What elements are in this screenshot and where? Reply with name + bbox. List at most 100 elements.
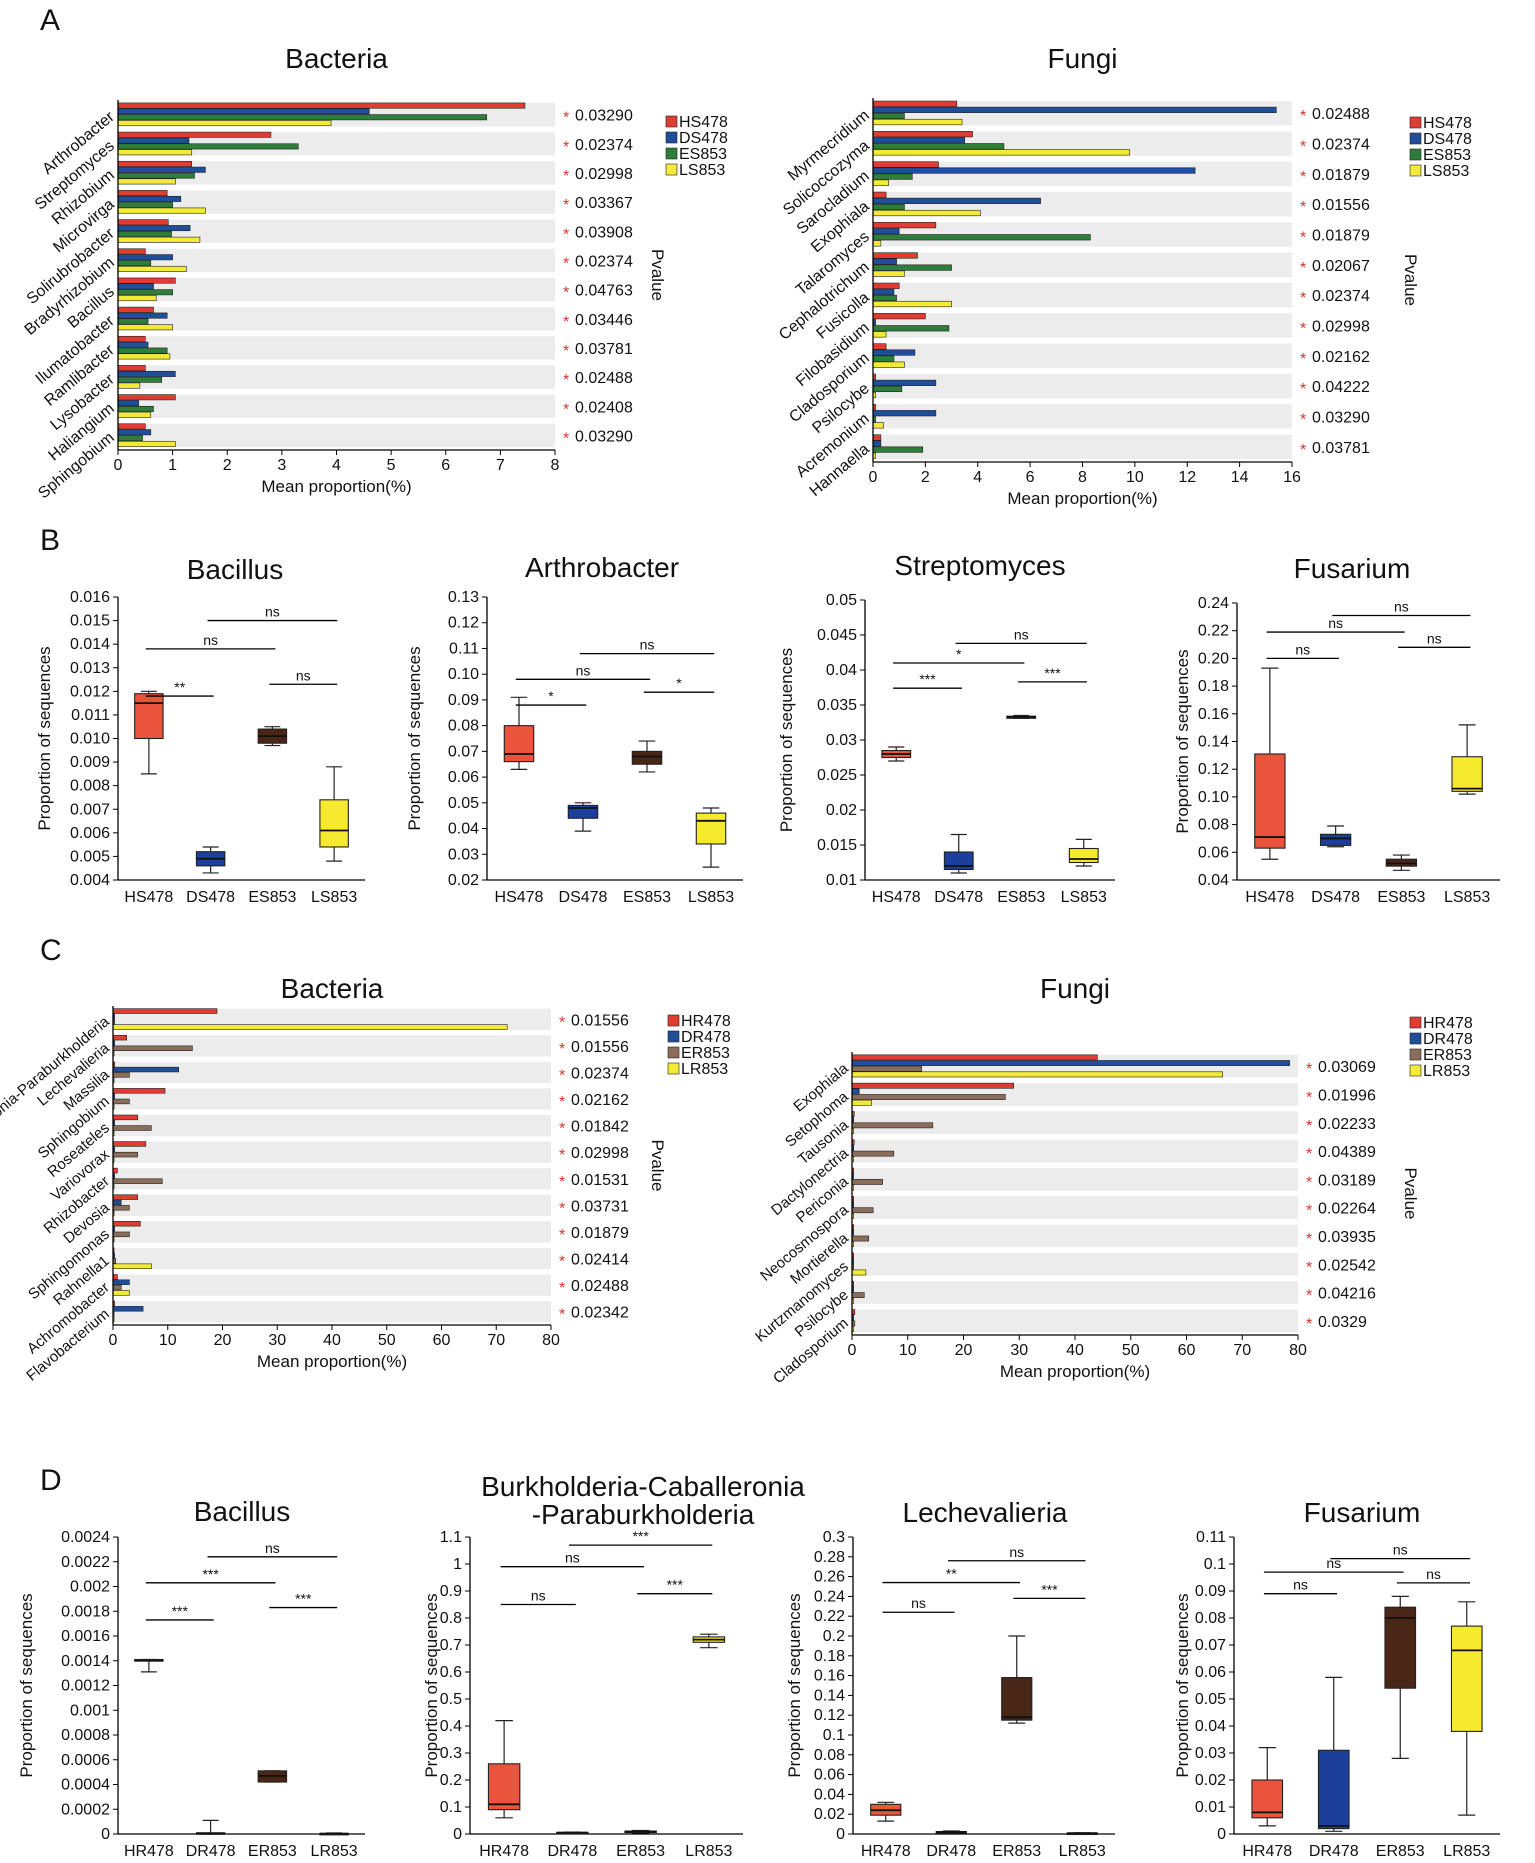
significance-label: ns [1427, 630, 1442, 646]
pvalue-label: 0.01556 [571, 1039, 629, 1056]
significance-label: *** [1041, 1581, 1058, 1597]
significance-star: * [1300, 260, 1306, 277]
D-bacillus-chart: Bacillus 0 0.0002 0.0004 0.0006 0.0008 0.001 0.… [17, 1496, 365, 1860]
y-tick-label: 0.06 [448, 769, 479, 786]
y-tick-label: 0.0022 [61, 1554, 110, 1571]
x-tick-label: 10 [899, 1342, 917, 1359]
bar-es853 [117, 172, 195, 179]
bar-ls853 [117, 120, 332, 127]
row-band [118, 277, 555, 302]
box-er853 [1384, 1606, 1417, 1689]
y-tick-label: 0.1 [1204, 1556, 1226, 1573]
C-bacteria-title: Bacteria [281, 973, 384, 1004]
y-tick-label: 0.10 [1198, 789, 1229, 806]
y-tick-label: 0.12 [448, 615, 479, 632]
significance-star: * [563, 110, 569, 127]
legend-swatch-hr478 [1409, 1016, 1422, 1029]
y-tick-label: 0.0014 [61, 1653, 110, 1670]
B-streptomyces-ylabel: Proportion of sequences [777, 648, 796, 832]
significance-label: *** [202, 1566, 219, 1582]
x-category-label: ES853 [1377, 889, 1425, 906]
legend-swatch-dr478 [1409, 1032, 1422, 1045]
D-burkholderia-title-line2: -Paraburkholderia [532, 1499, 755, 1530]
row-band [113, 1114, 551, 1137]
significance-label: ns [1328, 615, 1343, 631]
legend-label: HR478 [681, 1013, 731, 1030]
significance-star: * [559, 1200, 565, 1217]
y-tick-label: 0.06 [1198, 844, 1229, 861]
x-category-label: LS853 [688, 889, 734, 906]
significance-star: * [1300, 351, 1306, 368]
x-category-label: DR478 [186, 1843, 236, 1860]
bar-lr853 [112, 1024, 508, 1030]
legend-label: LS853 [679, 162, 725, 179]
significance-label: ** [174, 679, 185, 695]
bar-ls853 [117, 236, 201, 243]
bar-lr853 [851, 1099, 872, 1106]
x-category-label: DS478 [559, 889, 608, 906]
y-tick-label: 0.22 [814, 1608, 845, 1625]
x-tick-label: 8 [551, 457, 560, 474]
y-tick-label: 0.0018 [61, 1603, 110, 1620]
bar-ls853 [117, 324, 173, 331]
row-band [113, 1141, 551, 1163]
pvalue-label: 0.02374 [1312, 137, 1370, 154]
bar-lr853 [851, 1269, 867, 1276]
significance-star: * [1306, 1061, 1312, 1078]
pvalue-label: 0.03446 [575, 312, 633, 329]
bar-ds478 [872, 228, 900, 235]
significance-star: * [1306, 1316, 1312, 1333]
bar-ls853 [117, 353, 171, 360]
significance-star: * [1300, 199, 1306, 216]
row-band [852, 1139, 1298, 1163]
bar-er853 [112, 1231, 130, 1238]
y-tick-label: 0.015 [817, 837, 857, 854]
bar-hs478 [872, 100, 958, 107]
bar-hr478 [112, 1088, 166, 1094]
box-lr853 [1450, 1625, 1483, 1732]
x-category-label: HR478 [1242, 1843, 1292, 1860]
significance-star: * [559, 1280, 565, 1297]
legend-swatch-er853 [667, 1046, 680, 1059]
y-tick-label: 0.8 [440, 1610, 462, 1627]
legend-label: HS478 [679, 114, 728, 131]
significance-label: ns [576, 662, 591, 678]
legend-swatch-dr478 [667, 1030, 680, 1043]
y-tick-label: 0 [101, 1826, 110, 1843]
y-tick-label: 0.08 [1195, 1610, 1226, 1627]
bar-ds478 [872, 106, 1277, 113]
significance-star: * [1306, 1146, 1312, 1163]
y-tick-label: 0.18 [814, 1648, 845, 1665]
x-tick-label: 50 [1122, 1342, 1140, 1359]
bar-ls853 [872, 361, 905, 368]
row-band [118, 336, 555, 360]
y-tick-label: 0.7 [440, 1637, 462, 1654]
y-tick-label: 0.20 [1198, 650, 1229, 667]
y-tick-label: 0.16 [1198, 706, 1229, 723]
pvalue-label: 0.03935 [1318, 1229, 1376, 1246]
y-tick-label: 0.07 [1195, 1637, 1226, 1654]
legend-swatch-lr853 [1409, 1064, 1422, 1077]
x-category-label: LR853 [311, 1843, 358, 1860]
bar-ls853 [872, 209, 981, 217]
bar-ds478 [117, 400, 140, 407]
y-tick-label: 1.1 [440, 1529, 462, 1546]
significance-star: * [559, 1227, 565, 1244]
x-category-label: ER853 [248, 1843, 297, 1860]
x-tick-label: 30 [1010, 1342, 1028, 1359]
pvalue-label: 0.01556 [571, 1012, 629, 1029]
bar-er853 [112, 1072, 130, 1078]
D-lechevalieria-ylabel: Proportion of sequences [785, 1593, 804, 1777]
pvalue-label: 0.02233 [1318, 1116, 1376, 1133]
y-tick-label: 0.08 [448, 718, 479, 735]
legend-label: LS853 [1423, 163, 1469, 180]
pvalue-label: 0.02408 [575, 399, 633, 416]
y-tick-label: 0.015 [70, 613, 110, 630]
box-ds478 [1319, 833, 1352, 846]
bar-ds478 [117, 225, 191, 232]
x-tick-label: 14 [1231, 469, 1249, 486]
bar-ls853 [117, 178, 176, 185]
y-tick-label: 0.03 [1195, 1745, 1226, 1762]
D-bacillus-title: Bacillus [194, 1496, 290, 1527]
legend-label: ER853 [1423, 1047, 1472, 1064]
